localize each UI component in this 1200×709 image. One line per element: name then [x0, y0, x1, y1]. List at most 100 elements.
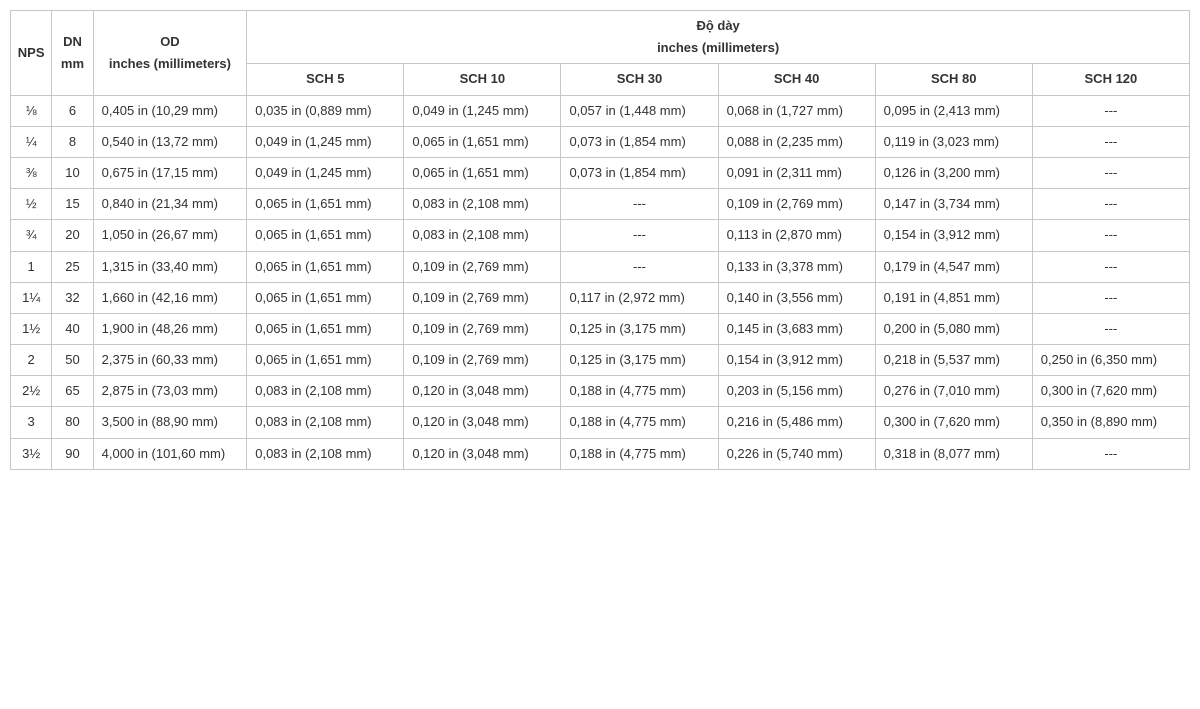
cell-sch: 0,117 in (2,972 mm)	[561, 282, 718, 313]
cell-od: 3,500 in (88,90 mm)	[93, 407, 247, 438]
header-od: OD inches (millimeters)	[93, 11, 247, 96]
cell-od: 1,900 in (48,26 mm)	[93, 313, 247, 344]
table-row: 1½401,900 in (48,26 mm)0,065 in (1,651 m…	[11, 313, 1190, 344]
cell-sch: 0,218 in (5,537 mm)	[875, 345, 1032, 376]
cell-nps: 3½	[11, 438, 52, 469]
cell-sch: 0,065 in (1,651 mm)	[404, 126, 561, 157]
cell-sch: 0,350 in (8,890 mm)	[1032, 407, 1189, 438]
cell-od: 4,000 in (101,60 mm)	[93, 438, 247, 469]
cell-sch: 0,133 in (3,378 mm)	[718, 251, 875, 282]
header-sch30: SCH 30	[561, 64, 718, 95]
cell-sch: 0,145 in (3,683 mm)	[718, 313, 875, 344]
cell-sch: ---	[561, 220, 718, 251]
table-row: ⅛60,405 in (10,29 mm)0,035 in (0,889 mm)…	[11, 95, 1190, 126]
cell-sch: ---	[561, 251, 718, 282]
cell-nps: 3	[11, 407, 52, 438]
cell-dn: 20	[52, 220, 93, 251]
table-row: 2½652,875 in (73,03 mm)0,083 in (2,108 m…	[11, 376, 1190, 407]
table-row: 1251,315 in (33,40 mm)0,065 in (1,651 mm…	[11, 251, 1190, 282]
cell-nps: ¼	[11, 126, 52, 157]
cell-nps: 1	[11, 251, 52, 282]
cell-sch: 0,091 in (2,311 mm)	[718, 157, 875, 188]
cell-nps: 1¼	[11, 282, 52, 313]
cell-nps: ½	[11, 189, 52, 220]
header-dn-line2: mm	[61, 55, 84, 73]
table-row: ¾201,050 in (26,67 mm)0,065 in (1,651 mm…	[11, 220, 1190, 251]
cell-sch: 0,035 in (0,889 mm)	[247, 95, 404, 126]
cell-dn: 8	[52, 126, 93, 157]
cell-sch: 0,119 in (3,023 mm)	[875, 126, 1032, 157]
cell-sch: 0,120 in (3,048 mm)	[404, 438, 561, 469]
cell-sch: 0,065 in (1,651 mm)	[247, 251, 404, 282]
table-row: ½150,840 in (21,34 mm)0,065 in (1,651 mm…	[11, 189, 1190, 220]
cell-sch: 0,049 in (1,245 mm)	[404, 95, 561, 126]
header-sch80: SCH 80	[875, 64, 1032, 95]
cell-sch: 0,276 in (7,010 mm)	[875, 376, 1032, 407]
cell-sch: 0,083 in (2,108 mm)	[247, 407, 404, 438]
cell-sch: 0,140 in (3,556 mm)	[718, 282, 875, 313]
cell-nps: 1½	[11, 313, 52, 344]
cell-nps: ⅜	[11, 157, 52, 188]
table-row: ⅜100,675 in (17,15 mm)0,049 in (1,245 mm…	[11, 157, 1190, 188]
cell-sch: 0,065 in (1,651 mm)	[247, 345, 404, 376]
table-row: 3½904,000 in (101,60 mm)0,083 in (2,108 …	[11, 438, 1190, 469]
cell-sch: 0,073 in (1,854 mm)	[561, 126, 718, 157]
cell-sch: 0,125 in (3,175 mm)	[561, 345, 718, 376]
cell-sch: 0,188 in (4,775 mm)	[561, 438, 718, 469]
cell-sch: 0,065 in (1,651 mm)	[247, 220, 404, 251]
header-thickness-line2: inches (millimeters)	[657, 39, 779, 57]
cell-od: 0,540 in (13,72 mm)	[93, 126, 247, 157]
cell-sch: 0,188 in (4,775 mm)	[561, 376, 718, 407]
cell-sch: 0,083 in (2,108 mm)	[247, 376, 404, 407]
cell-dn: 15	[52, 189, 93, 220]
header-sch120: SCH 120	[1032, 64, 1189, 95]
cell-sch: ---	[1032, 126, 1189, 157]
header-od-line2: inches (millimeters)	[109, 55, 231, 73]
header-sch5: SCH 5	[247, 64, 404, 95]
cell-sch: 0,057 in (1,448 mm)	[561, 95, 718, 126]
table-header: NPS DN mm OD inches (millimeters) Độ dày…	[11, 11, 1190, 96]
table-body: ⅛60,405 in (10,29 mm)0,035 in (0,889 mm)…	[11, 95, 1190, 469]
table-row: 2502,375 in (60,33 mm)0,065 in (1,651 mm…	[11, 345, 1190, 376]
cell-sch: 0,083 in (2,108 mm)	[404, 189, 561, 220]
cell-sch: 0,065 in (1,651 mm)	[247, 313, 404, 344]
cell-sch: 0,065 in (1,651 mm)	[404, 157, 561, 188]
cell-sch: 0,147 in (3,734 mm)	[875, 189, 1032, 220]
cell-sch: 0,154 in (3,912 mm)	[875, 220, 1032, 251]
table-row: ¼80,540 in (13,72 mm)0,049 in (1,245 mm)…	[11, 126, 1190, 157]
cell-sch: 0,125 in (3,175 mm)	[561, 313, 718, 344]
cell-od: 0,840 in (21,34 mm)	[93, 189, 247, 220]
cell-od: 1,050 in (26,67 mm)	[93, 220, 247, 251]
cell-nps: ¾	[11, 220, 52, 251]
header-dn: DN mm	[52, 11, 93, 96]
cell-sch: 0,126 in (3,200 mm)	[875, 157, 1032, 188]
cell-sch: 0,095 in (2,413 mm)	[875, 95, 1032, 126]
cell-sch: 0,200 in (5,080 mm)	[875, 313, 1032, 344]
cell-sch: ---	[1032, 157, 1189, 188]
cell-sch: 0,203 in (5,156 mm)	[718, 376, 875, 407]
cell-sch: 0,065 in (1,651 mm)	[247, 189, 404, 220]
cell-dn: 10	[52, 157, 93, 188]
cell-sch: 0,188 in (4,775 mm)	[561, 407, 718, 438]
cell-nps: 2	[11, 345, 52, 376]
cell-sch: ---	[561, 189, 718, 220]
cell-od: 2,375 in (60,33 mm)	[93, 345, 247, 376]
cell-sch: 0,073 in (1,854 mm)	[561, 157, 718, 188]
header-thickness: Độ dày inches (millimeters)	[247, 11, 1190, 64]
cell-od: 2,875 in (73,03 mm)	[93, 376, 247, 407]
cell-sch: 0,109 in (2,769 mm)	[404, 282, 561, 313]
cell-sch: 0,154 in (3,912 mm)	[718, 345, 875, 376]
cell-dn: 65	[52, 376, 93, 407]
cell-sch: 0,191 in (4,851 mm)	[875, 282, 1032, 313]
cell-sch: ---	[1032, 95, 1189, 126]
cell-sch: ---	[1032, 220, 1189, 251]
cell-sch: ---	[1032, 189, 1189, 220]
cell-dn: 25	[52, 251, 93, 282]
header-od-line1: OD	[160, 33, 180, 51]
cell-sch: 0,113 in (2,870 mm)	[718, 220, 875, 251]
cell-sch: 0,179 in (4,547 mm)	[875, 251, 1032, 282]
cell-od: 1,660 in (42,16 mm)	[93, 282, 247, 313]
cell-dn: 6	[52, 95, 93, 126]
cell-od: 0,405 in (10,29 mm)	[93, 95, 247, 126]
cell-sch: ---	[1032, 282, 1189, 313]
